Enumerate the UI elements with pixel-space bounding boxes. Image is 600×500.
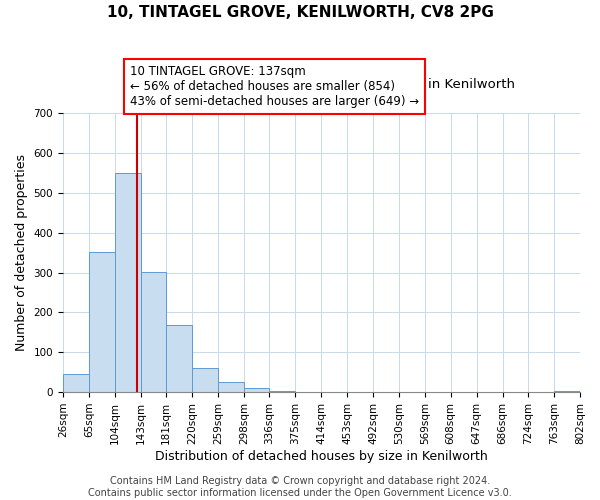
Bar [244,388,269,392]
Bar [89,252,115,392]
Bar [218,382,244,392]
Y-axis label: Number of detached properties: Number of detached properties [15,154,28,351]
Bar [141,272,166,392]
Bar [115,172,141,392]
Title: Size of property relative to detached houses in Kenilworth: Size of property relative to detached ho… [127,78,515,91]
Bar [554,390,580,392]
Text: 10 TINTAGEL GROVE: 137sqm
← 56% of detached houses are smaller (854)
43% of semi: 10 TINTAGEL GROVE: 137sqm ← 56% of detac… [130,64,419,108]
Bar [269,390,295,392]
Bar [166,325,192,392]
X-axis label: Distribution of detached houses by size in Kenilworth: Distribution of detached houses by size … [155,450,488,462]
Bar [192,368,218,392]
Bar [63,374,89,392]
Text: 10, TINTAGEL GROVE, KENILWORTH, CV8 2PG: 10, TINTAGEL GROVE, KENILWORTH, CV8 2PG [107,5,493,20]
Text: Contains HM Land Registry data © Crown copyright and database right 2024.
Contai: Contains HM Land Registry data © Crown c… [88,476,512,498]
